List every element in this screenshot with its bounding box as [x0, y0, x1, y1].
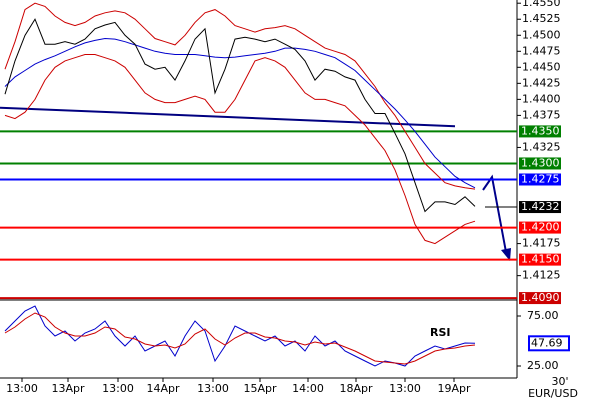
rsi-title: RSI [430, 326, 451, 339]
x-tick-label: 14:00 [292, 382, 324, 395]
timeframe: 30' [551, 375, 568, 388]
level-label-box [519, 125, 561, 138]
y-tick-label: 1.4500 [522, 28, 561, 41]
y-tick-label: 1.4175 [522, 237, 561, 250]
level-label-box [519, 292, 561, 305]
level-label-box [519, 221, 561, 234]
y-tick-label: 1.4550 [522, 0, 561, 9]
x-tick-label: 14Apr [146, 382, 180, 395]
rsi-last-box [528, 335, 570, 352]
y-tick-label: 1.4325 [522, 140, 561, 153]
level-label-box [519, 253, 561, 266]
level-label-box [519, 173, 561, 186]
level-label: 1.4150 [521, 253, 560, 266]
y-tick-label: 1.4450 [522, 60, 561, 73]
x-tick-label: 19Apr [437, 382, 471, 395]
y-tick-label: 1.4400 [522, 92, 561, 105]
symbol: EUR/USD [528, 387, 578, 400]
x-tick-label: 13:00 [6, 382, 38, 395]
last-price-box [519, 201, 561, 214]
x-tick-label: 13:00 [389, 382, 421, 395]
y-tick-label: 1.4125 [522, 269, 561, 282]
level-label: 1.4350 [521, 124, 560, 137]
series-line [4, 312, 476, 365]
last-price-label: 1.4232 [521, 200, 560, 213]
y-tick-label: 1.4525 [522, 12, 561, 25]
level-label: 1.4275 [521, 172, 560, 185]
x-tick-label: 13:00 [197, 382, 229, 395]
level-label: 1.4090 [521, 291, 560, 304]
series-line [4, 54, 476, 245]
y-tick-label: 1.4475 [522, 44, 561, 57]
x-tick-label: 13Apr [51, 382, 85, 395]
forecast-arrowhead [501, 248, 511, 261]
trendline [0, 106, 456, 128]
level-label-box [519, 157, 561, 170]
x-tick-label: 15Apr [243, 382, 277, 395]
rsi-tick-label: 25.00 [527, 359, 559, 372]
rsi-tick-label: 75.00 [527, 309, 559, 322]
x-tick-label: 13:00 [102, 382, 134, 395]
rsi-last-label: 47.69 [531, 336, 563, 349]
y-tick-label: 1.4425 [522, 76, 561, 89]
level-label: 1.4300 [521, 156, 560, 169]
series-line [4, 18, 476, 213]
series-line [4, 2, 476, 190]
x-tick-label: 18Apr [339, 382, 373, 395]
plot-area [0, 0, 517, 378]
y-tick-label: 1.4375 [522, 108, 561, 121]
level-label: 1.4200 [521, 221, 560, 234]
series-line [4, 37, 476, 189]
